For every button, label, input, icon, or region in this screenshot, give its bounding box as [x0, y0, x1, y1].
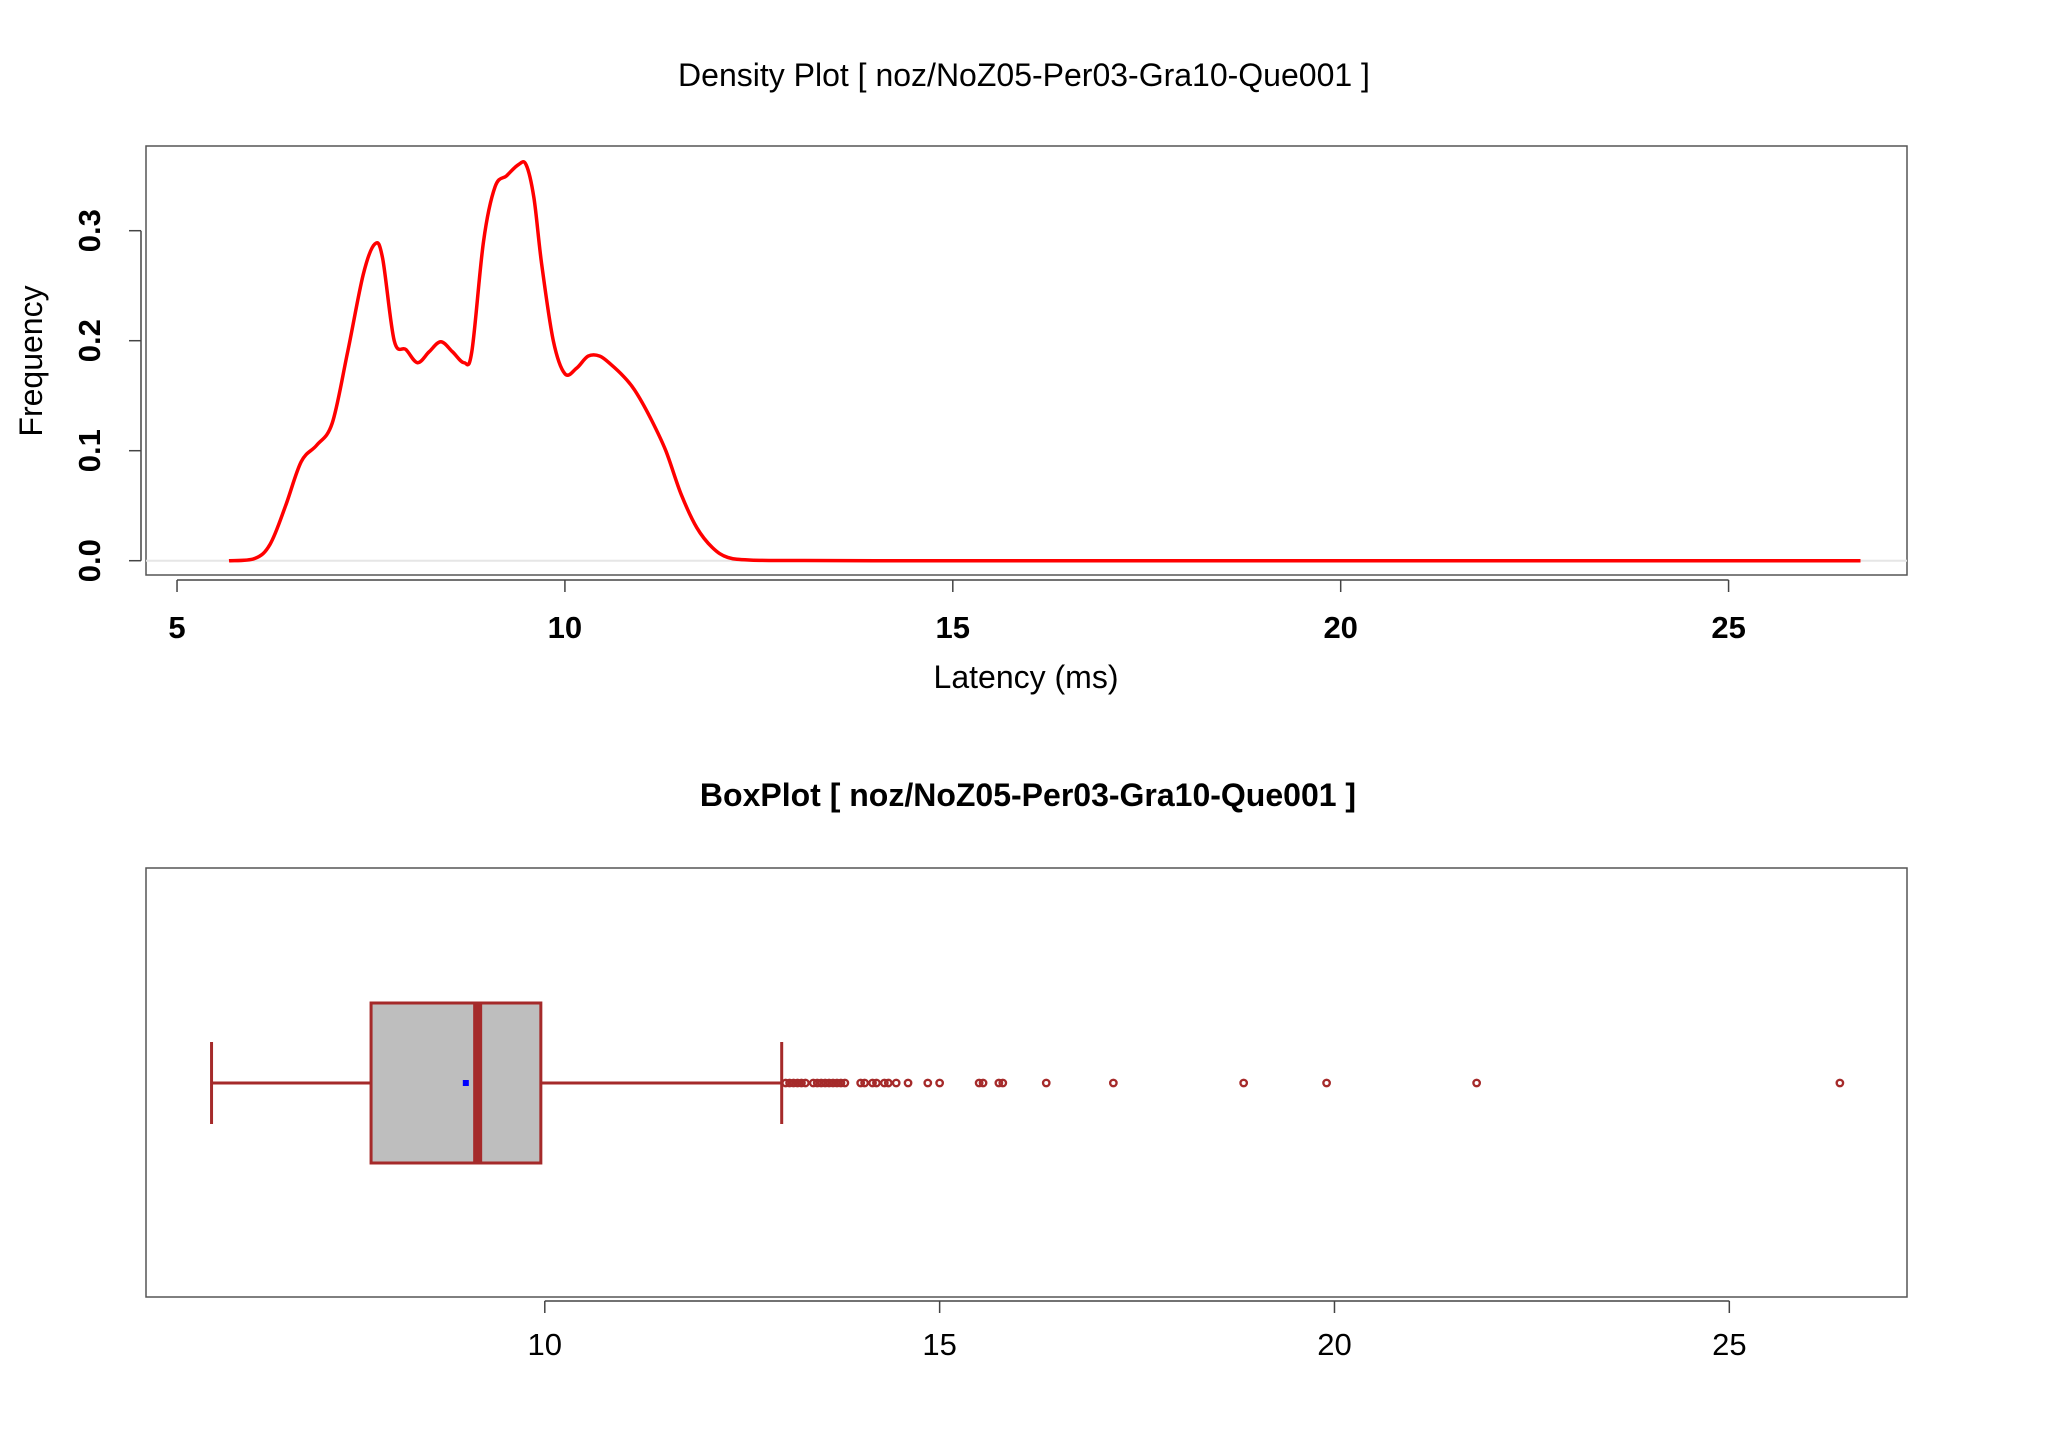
density-panel: Density Plot [ noz/NoZ05-Per03-Gra10-Que… — [13, 57, 1908, 695]
boxplot-outlier-point — [793, 1078, 802, 1088]
boxplot-outlier-point — [1472, 1078, 1482, 1088]
boxplot-title: BoxPlot [ noz/NoZ05-Per03-Gra10-Que001 ] — [700, 777, 1356, 813]
boxplot-outlier-point — [840, 1078, 850, 1088]
boxplot-outlier-point — [824, 1078, 834, 1088]
boxplot-outlier-point — [978, 1078, 988, 1088]
boxplot-outlier-point — [832, 1078, 842, 1088]
boxplot-outlier-point — [994, 1078, 1004, 1088]
boxplot-x-tick-label: 10 — [528, 1327, 562, 1362]
density-x-tick-label: 20 — [1323, 610, 1357, 645]
boxplot-outlier-point — [872, 1078, 881, 1088]
density-x-axis-label: Latency (ms) — [934, 659, 1119, 695]
boxplot-outlier-point — [785, 1078, 794, 1088]
density-x-tick-label: 25 — [1711, 610, 1745, 645]
boxplot-outlier-point — [891, 1078, 901, 1088]
density-x-ticks: 5 10 15 20 25 — [168, 579, 1746, 645]
boxplot-outlier-point — [974, 1078, 984, 1088]
boxplot-outlier-point — [1108, 1078, 1118, 1088]
boxplot-outlier-point — [1322, 1078, 1331, 1088]
density-frame — [145, 145, 1908, 576]
boxplot-outlier-point — [816, 1078, 826, 1088]
boxplot-outlier-point — [935, 1078, 945, 1088]
boxplot-outlier-point — [800, 1078, 810, 1088]
boxplot-outlier-point — [820, 1078, 830, 1088]
density-x-tick-label: 5 — [168, 610, 185, 645]
density-y-axis-label: Frequency — [13, 285, 49, 436]
boxplot-outlier-point — [860, 1078, 870, 1088]
density-title: Density Plot [ noz/NoZ05-Per03-Gra10-Que… — [678, 57, 1370, 93]
boxplot-outlier-point — [1239, 1078, 1249, 1088]
boxplot-box — [369, 1001, 543, 1165]
boxplot-outlier-point — [1041, 1078, 1051, 1088]
boxplot-x-tick-label: 15 — [922, 1327, 956, 1362]
boxplot-body — [210, 1001, 784, 1165]
boxplot-outliers — [781, 1078, 1845, 1088]
boxplot-outlier-point — [828, 1078, 838, 1088]
boxplot-outlier-point — [868, 1078, 877, 1088]
boxplot-outlier-point — [883, 1078, 893, 1088]
density-y-tick-label: 0.3 — [72, 209, 107, 252]
density-y-tick-label: 0.1 — [72, 429, 107, 472]
density-y-tick-label: 0.2 — [72, 319, 107, 362]
boxplot-outlier-point — [998, 1078, 1008, 1088]
boxplot-x-tick-label: 20 — [1317, 1327, 1351, 1362]
density-series-line — [228, 160, 1861, 563]
boxplot-outlier-point — [879, 1078, 889, 1088]
boxplot-outlier-point — [789, 1078, 798, 1088]
boxplot-outlier-point — [1835, 1078, 1845, 1088]
density-y-tick-label: 0.0 — [72, 539, 107, 582]
boxplot-frame — [145, 867, 1908, 1298]
boxplot-outlier-point — [836, 1078, 846, 1088]
density-y-ticks: 0.0 0.1 0.2 0.3 — [72, 209, 142, 582]
boxplot-outlier-point — [856, 1078, 866, 1088]
density-x-tick-label: 10 — [548, 610, 582, 645]
boxplot-x-ticks: 10 15 20 25 — [528, 1300, 1747, 1362]
boxplot-outlier-point — [781, 1078, 791, 1088]
boxplot-outlier-point — [903, 1078, 913, 1088]
boxplot-outlier-point — [923, 1078, 933, 1088]
boxplot-outlier-point — [797, 1078, 806, 1088]
density-x-tick-label: 15 — [936, 610, 970, 645]
boxplot-outlier-point — [808, 1078, 818, 1088]
boxplot-panel: BoxPlot [ noz/NoZ05-Per03-Gra10-Que001 ]… — [145, 777, 1908, 1362]
boxplot-x-tick-label: 25 — [1712, 1327, 1746, 1362]
boxplot-outlier-point — [812, 1078, 822, 1088]
boxplot-mean-marker — [462, 1080, 469, 1086]
